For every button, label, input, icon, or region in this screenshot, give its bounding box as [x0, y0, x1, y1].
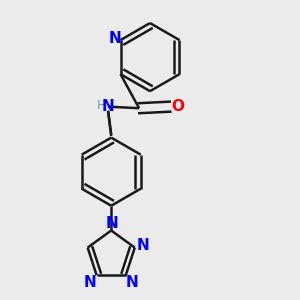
Text: N: N [126, 274, 138, 290]
Text: N: N [102, 99, 115, 114]
Text: O: O [171, 99, 184, 114]
Text: H: H [97, 99, 106, 112]
Text: N: N [84, 274, 97, 290]
Text: N: N [106, 216, 118, 231]
Text: N: N [109, 31, 121, 46]
Text: N: N [137, 238, 150, 253]
